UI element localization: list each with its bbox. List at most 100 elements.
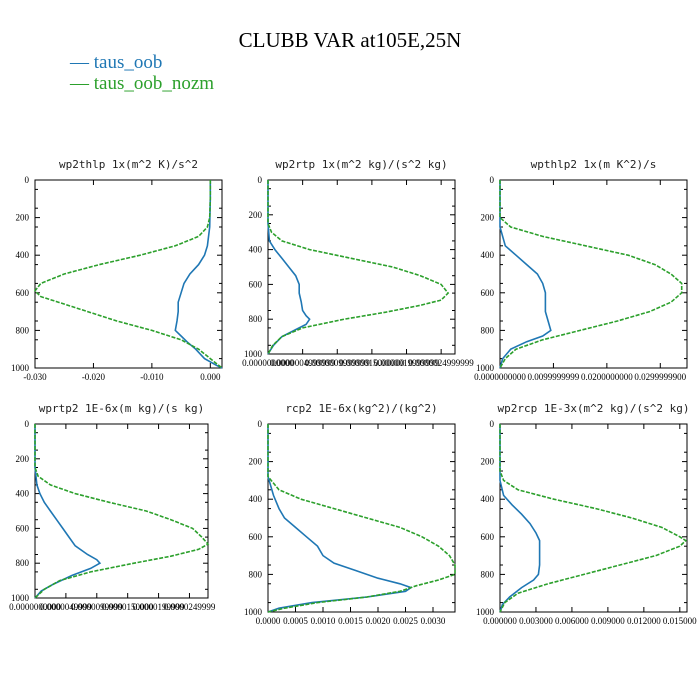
x-tick-label: 0.000000 (483, 616, 517, 626)
y-tick-label: 800 (16, 558, 30, 568)
x-tick-label: 0.0000004999999 (270, 358, 336, 368)
y-tick-label: 200 (16, 454, 30, 464)
x-tick-label: -0.030 (23, 372, 47, 382)
x-tick-label: 0.0000150000 (102, 602, 154, 612)
y-tick-label: 400 (16, 250, 30, 260)
panel-title: rcp2 1E-6x(kg^2)/(kg^2) (285, 402, 437, 415)
x-tick-label: 0.0099999999 (528, 372, 580, 382)
y-tick-label: 0 (25, 175, 30, 185)
x-tick-label: 0.003000 (519, 616, 553, 626)
y-tick-label: 0 (25, 419, 30, 429)
x-tick-label: 0.0000000000 (242, 358, 294, 368)
y-tick-label: 400 (481, 250, 495, 260)
y-tick-label: 800 (16, 325, 30, 335)
series-line-taus-oob-nozm (33, 180, 223, 369)
y-tick-label: 800 (249, 314, 263, 324)
y-tick-label: 1000 (244, 349, 263, 359)
legend-item-taus-oob: — taus_oob (70, 52, 162, 74)
x-tick-label: 0.0000024999999 (409, 358, 475, 368)
y-tick-label: 600 (16, 523, 30, 533)
x-tick-label: 0.015000 (663, 616, 697, 626)
legend-label: taus_oob_nozm (93, 73, 215, 94)
plot-frame (499, 423, 688, 613)
x-tick-label: 0.0025 (393, 616, 418, 626)
x-tick-label: 0.006000 (555, 616, 589, 626)
series-line-taus-oob-nozm (267, 180, 450, 355)
y-tick-label: 1000 (11, 593, 30, 603)
x-tick-label: 0.0000199999 (133, 602, 185, 612)
x-tick-label: 0.0299999900 (634, 372, 686, 382)
legend-swatch: — (70, 73, 94, 94)
series-line-taus-oob-nozm (34, 424, 210, 599)
y-tick-label: 400 (16, 489, 30, 499)
series-line-taus-oob (267, 424, 413, 613)
y-tick-label: 800 (249, 569, 263, 579)
y-tick-label: 400 (481, 494, 495, 504)
x-tick-label: 0.0000009999999 (305, 358, 371, 368)
x-tick-label: 0.0000015000000 (339, 358, 405, 368)
legend-swatch: — (70, 52, 94, 73)
x-tick-label: 0.0000049999 (40, 602, 92, 612)
y-tick-label: 800 (481, 325, 495, 335)
plot-frame (34, 179, 223, 369)
y-tick-label: 0 (490, 175, 495, 185)
x-tick-label: 0.000 (200, 372, 221, 382)
y-tick-label: 200 (16, 213, 30, 223)
panel-title: wp2thlp 1x(m^2 K)/s^2 (59, 158, 198, 171)
x-tick-label: 0.0000000000 (474, 372, 526, 382)
y-tick-label: 400 (249, 245, 263, 255)
x-tick-label: 0.0000019999999 (374, 358, 440, 368)
series-line-taus-oob (34, 424, 102, 599)
x-tick-label: 0.009000 (591, 616, 625, 626)
x-tick-label: 0.0000249999 (164, 602, 216, 612)
panel-title: wp2rtp 1x(m^2 kg)/(s^2 kg) (275, 158, 447, 171)
x-tick-label: -0.010 (140, 372, 164, 382)
x-tick-label: -0.020 (82, 372, 106, 382)
y-tick-label: 1000 (476, 363, 495, 373)
series-line-taus-oob-nozm (267, 424, 456, 613)
plot-frame (267, 423, 456, 613)
y-tick-label: 0 (490, 419, 495, 429)
y-tick-label: 800 (481, 569, 495, 579)
x-tick-label: 0.0200000000 (581, 372, 633, 382)
x-tick-label: 0.0020 (366, 616, 391, 626)
x-tick-label: 0.0015 (338, 616, 363, 626)
panel-title: wprtp2 1E-6x(m kg)/(s kg) (39, 402, 205, 415)
y-tick-label: 600 (249, 532, 263, 542)
plot-frame (267, 179, 456, 355)
x-tick-label: 0.0005 (283, 616, 308, 626)
y-tick-label: 1000 (244, 607, 263, 617)
y-tick-label: 200 (249, 457, 263, 467)
y-tick-label: 200 (249, 210, 263, 220)
series-line-taus-oob-nozm (499, 180, 683, 369)
legend-item-taus-oob-nozm: — taus_oob_nozm (70, 73, 214, 95)
y-tick-label: 600 (481, 288, 495, 298)
y-tick-label: 200 (481, 457, 495, 467)
series-line-taus-oob (499, 180, 552, 369)
panel-title: wp2rcp 1E-3x(m^2 kg)/(s^2 kg) (497, 402, 689, 415)
x-tick-label: 0.0000000000 (9, 602, 61, 612)
y-tick-label: 400 (249, 494, 263, 504)
y-tick-label: 0 (258, 419, 263, 429)
x-tick-label: 0.012000 (627, 616, 661, 626)
plot-frame (499, 179, 688, 369)
y-tick-label: 1000 (11, 363, 30, 373)
y-tick-label: 600 (481, 532, 495, 542)
x-tick-label: 0.0030 (421, 616, 446, 626)
plot-frame (34, 423, 209, 599)
y-tick-label: 1000 (476, 607, 495, 617)
panel-title: wpthlp2 1x(m K^2)/s (531, 158, 657, 171)
y-tick-label: 0 (258, 175, 263, 185)
x-tick-label: 0.0010 (311, 616, 336, 626)
y-tick-label: 600 (249, 279, 263, 289)
y-tick-label: 600 (16, 288, 30, 298)
series-line-taus-oob (174, 180, 223, 369)
chart-title: CLUBB VAR at105E,25N (238, 28, 462, 52)
x-tick-label: 0.0000 (256, 616, 281, 626)
x-tick-label: 0.0000099999 (71, 602, 123, 612)
legend-label: taus_oob (93, 52, 163, 73)
y-tick-label: 200 (481, 213, 495, 223)
series-line-taus-oob (267, 180, 311, 355)
series-line-taus-oob (499, 424, 541, 613)
